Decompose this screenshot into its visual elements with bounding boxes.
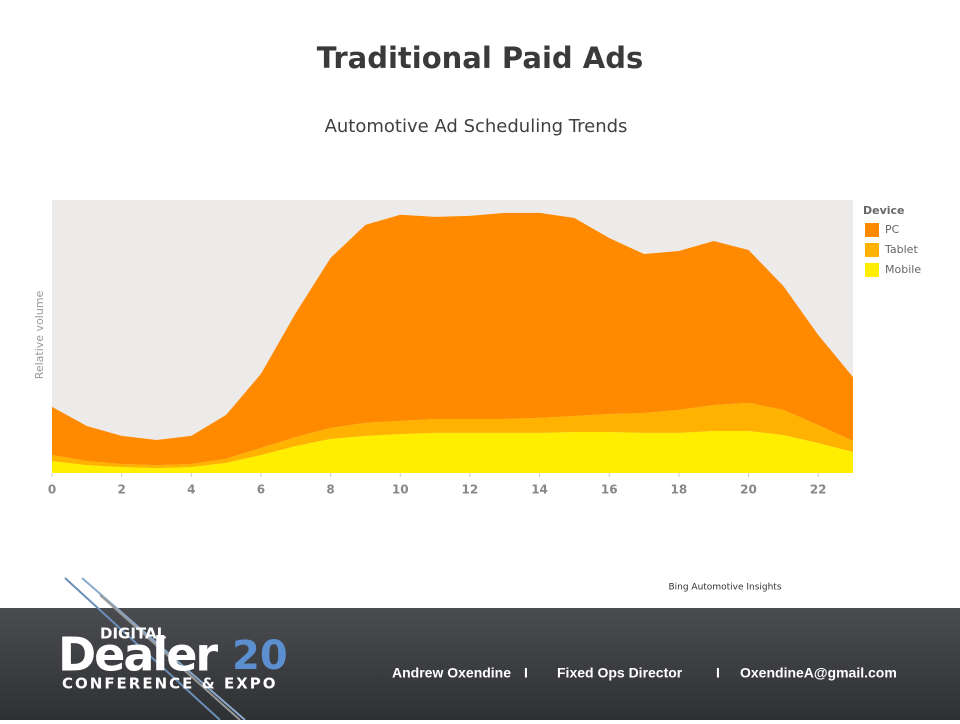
- logo-number: 20: [232, 633, 288, 679]
- x-tick-label: 10: [392, 483, 409, 497]
- footer-name: Andrew Oxendine: [392, 665, 511, 681]
- logo-tagline: CONFERENCE & EXPO: [62, 675, 278, 693]
- x-tick-label: 12: [462, 483, 479, 497]
- x-tick-label: 16: [601, 483, 618, 497]
- footer-separator: I: [524, 665, 528, 681]
- x-tick-label: 14: [531, 483, 548, 497]
- x-tick-label: 2: [117, 483, 125, 497]
- legend-label: PC: [885, 223, 900, 236]
- source: Bing Automotive Insights: [668, 583, 781, 593]
- legend-swatch: [865, 223, 879, 237]
- legend-label: Tablet: [884, 243, 918, 256]
- slide-title: Traditional Paid Ads: [317, 41, 643, 75]
- x-tick-label: 18: [671, 483, 688, 497]
- area: [52, 430, 853, 473]
- footer-email: OxendineA@gmail.com: [740, 665, 897, 681]
- x-tick-label: 6: [257, 483, 265, 497]
- x-tick-label: 8: [326, 483, 334, 497]
- slide-subtitle: Automotive Ad Scheduling Trends: [325, 116, 628, 137]
- x-tick-label: 0: [48, 483, 56, 497]
- x-tick-label: 22: [810, 483, 827, 497]
- x-tick-label: 4: [187, 483, 195, 497]
- legend-swatch: [865, 263, 879, 277]
- footer-role: Fixed Ops Director: [557, 665, 683, 681]
- y-axis-label: Relative volume: [33, 290, 46, 379]
- x-tick-label: 20: [740, 483, 757, 497]
- logo-word: Dealer: [58, 628, 218, 682]
- legend-title: Device: [863, 204, 905, 217]
- decoration: [64, 577, 246, 721]
- area: [52, 212, 853, 466]
- legend-swatch: [865, 243, 879, 257]
- area: [52, 402, 853, 469]
- legend-label: Mobile: [885, 263, 921, 276]
- plot-layer: [52, 212, 853, 473]
- footer-separator: I: [716, 665, 720, 681]
- logo-top: DIGITAL: [100, 625, 167, 643]
